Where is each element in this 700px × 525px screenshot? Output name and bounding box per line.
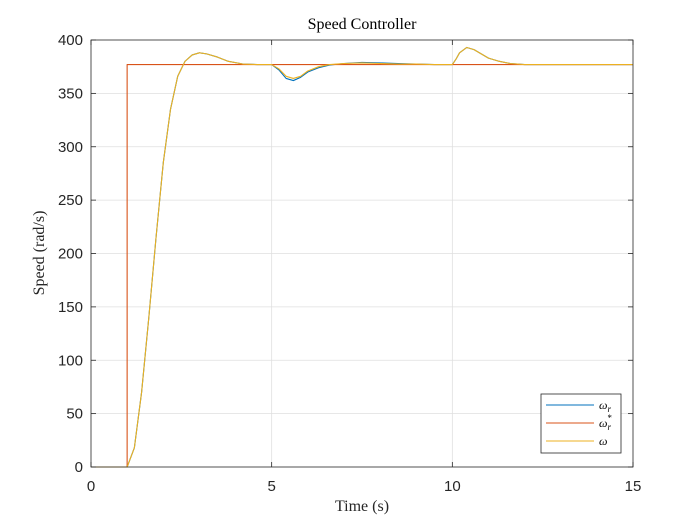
y-tick-label: 400 (58, 32, 83, 49)
grid (91, 40, 633, 467)
x-axis-label: Time (s) (335, 498, 389, 515)
y-axis-label: Speed (rad/s) (31, 211, 48, 296)
y-tick-labels: 0 50 100 150 200 250 300 350 400 (58, 32, 83, 476)
x-tick-label: 5 (267, 478, 275, 495)
y-tick-label: 250 (58, 192, 83, 209)
y-tick-label: 150 (58, 299, 83, 316)
legend-label: ω (599, 434, 607, 448)
x-tick-label: 10 (444, 478, 461, 495)
ticks (90, 39, 634, 468)
y-tick-label: 0 (75, 459, 83, 476)
x-tick-labels: 0 5 10 15 (87, 478, 642, 495)
legend-label: ωr (599, 398, 611, 414)
x-tick-label: 15 (625, 478, 642, 495)
y-tick-label: 50 (66, 406, 83, 423)
x-tick-label: 0 (87, 478, 95, 495)
y-tick-label: 100 (58, 352, 83, 369)
y-tick-label: 300 (58, 139, 83, 156)
y-tick-label: 350 (58, 85, 83, 102)
legend-label: ωr* (599, 413, 612, 432)
chart-title: Speed Controller (308, 16, 418, 33)
series-line-3 (91, 46, 633, 468)
y-tick-label: 200 (58, 246, 83, 263)
